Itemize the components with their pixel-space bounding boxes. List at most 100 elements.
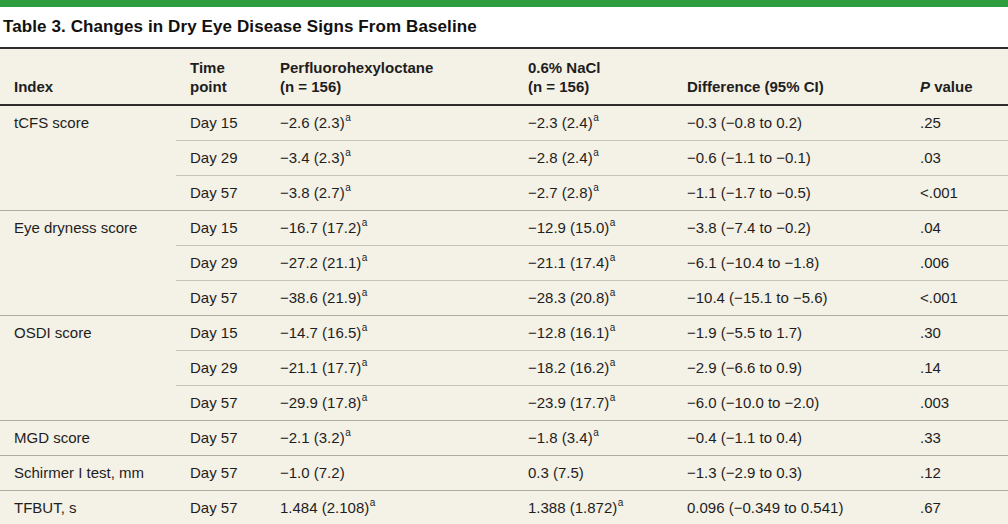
footnote-a-marker: a [345, 427, 351, 438]
diff-cell: −1.3 (−2.9 to 0.3) [673, 456, 906, 491]
footnote-a-marker: a [362, 252, 368, 263]
pvalue-cell: .04 [906, 211, 1008, 246]
drug-cell: −29.9 (17.8)a [266, 386, 514, 421]
drug-cell: −27.2 (21.1)a [266, 246, 514, 281]
col-header-time-line2: point [190, 77, 262, 96]
nacl-cell: −12.8 (16.1)a [514, 316, 673, 351]
col-header-perfluorohexyloctane: Perfluorohexyloctane (n = 156) [266, 48, 514, 105]
col-header-nacl: 0.6% NaCl (n = 156) [514, 48, 673, 105]
p-rest: value [930, 78, 973, 95]
pvalue-cell: <.001 [906, 281, 1008, 316]
drug-value: −2.6 (2.3) [280, 114, 345, 131]
time-cell: Day 57 [176, 281, 266, 316]
drug-value: 1.484 (2.108) [280, 499, 369, 516]
time-cell: Day 57 [176, 386, 266, 421]
pvalue-cell: .12 [906, 456, 1008, 491]
nacl-cell: −21.1 (17.4)a [514, 246, 673, 281]
nacl-cell: −2.7 (2.8)a [514, 176, 673, 211]
time-cell: Day 29 [176, 246, 266, 281]
pvalue-cell: .67 [906, 491, 1008, 524]
drug-cell: −16.7 (17.2)a [266, 211, 514, 246]
diff-cell: 0.096 (−0.349 to 0.541) [673, 491, 906, 524]
table-row: Day 57 −29.9 (17.8)a −23.9 (17.7)a −6.0 … [0, 386, 1008, 421]
footnote-a-marker: a [362, 217, 368, 228]
table-row: Schirmer I test, mm Day 57 −1.0 (7.2) 0.… [0, 456, 1008, 491]
table-row: Day 57 −38.6 (21.9)a −28.3 (20.8)a −10.4… [0, 281, 1008, 316]
drug-value: −3.4 (2.3) [280, 149, 345, 166]
footnote-a-marker: a [345, 147, 351, 158]
diff-cell: −1.9 (−5.5 to 1.7) [673, 316, 906, 351]
table-row: MGD score Day 57 −2.1 (3.2)a −1.8 (3.4)a… [0, 421, 1008, 456]
time-cell: Day 57 [176, 491, 266, 524]
nacl-value: −21.1 (17.4) [528, 254, 609, 271]
nacl-value: 1.388 (1.872) [528, 499, 617, 516]
nacl-value: −1.8 (3.4) [528, 429, 593, 446]
col-header-index: Index [0, 48, 176, 105]
nacl-cell: −18.2 (16.2)a [514, 351, 673, 386]
diff-cell: −3.8 (−7.4 to −0.2) [673, 211, 906, 246]
col-header-nacl-line2: (n = 156) [528, 77, 669, 96]
footnote-a-marker: a [610, 357, 616, 368]
footnote-a-marker: a [362, 392, 368, 403]
nacl-value: −18.2 (16.2) [528, 359, 609, 376]
col-header-difference: Difference (95% CI) [673, 48, 906, 105]
index-cell [0, 141, 176, 176]
nacl-cell: −12.9 (15.0)a [514, 211, 673, 246]
time-cell: Day 15 [176, 211, 266, 246]
nacl-value: −2.8 (2.4) [528, 149, 593, 166]
col-header-nacl-line1: 0.6% NaCl [528, 58, 669, 77]
drug-value: −3.8 (2.7) [280, 184, 345, 201]
table-row: Eye dryness score Day 15 −16.7 (17.2)a −… [0, 211, 1008, 246]
nacl-value: −28.3 (20.8) [528, 289, 609, 306]
time-cell: Day 57 [176, 176, 266, 211]
header-row: Index Time point Perfluorohexyloctane (n… [0, 48, 1008, 105]
nacl-value: −2.3 (2.4) [528, 114, 593, 131]
footnote-a-marker: a [610, 287, 616, 298]
diff-cell: −1.1 (−1.7 to −0.5) [673, 176, 906, 211]
index-cell: tCFS score [0, 105, 176, 141]
nacl-cell: −2.3 (2.4)a [514, 105, 673, 141]
table-row: OSDI score Day 15 −14.7 (16.5)a −12.8 (1… [0, 316, 1008, 351]
pvalue-cell: .003 [906, 386, 1008, 421]
col-header-time-line1: Time [190, 58, 262, 77]
nacl-value: −12.8 (16.1) [528, 324, 609, 341]
drug-value: −1.0 (7.2) [280, 464, 345, 481]
footnote-a-marker: a [593, 182, 599, 193]
index-cell: Schirmer I test, mm [0, 456, 176, 491]
index-cell: MGD score [0, 421, 176, 456]
nacl-cell: −1.8 (3.4)a [514, 421, 673, 456]
col-header-difference-label: Difference (95% CI) [687, 77, 902, 96]
time-cell: Day 15 [176, 316, 266, 351]
footnote-a-marker: a [610, 392, 616, 403]
time-cell: Day 29 [176, 141, 266, 176]
pvalue-cell: .006 [906, 246, 1008, 281]
pvalue-cell: .33 [906, 421, 1008, 456]
pvalue-cell: <.001 [906, 176, 1008, 211]
nacl-cell: 0.3 (7.5) [514, 456, 673, 491]
table-body: tCFS score Day 15 −2.6 (2.3)a −2.3 (2.4)… [0, 105, 1008, 524]
footnote-a-marker: a [618, 497, 624, 508]
drug-cell: −2.6 (2.3)a [266, 105, 514, 141]
nacl-value: −2.7 (2.8) [528, 184, 593, 201]
footnote-a-marker: a [345, 182, 351, 193]
drug-cell: −14.7 (16.5)a [266, 316, 514, 351]
nacl-value: −12.9 (15.0) [528, 219, 609, 236]
drug-cell: −38.6 (21.9)a [266, 281, 514, 316]
drug-cell: −21.1 (17.7)a [266, 351, 514, 386]
footnote-a-marker: a [362, 287, 368, 298]
footnote-a-marker: a [345, 112, 351, 123]
time-cell: Day 57 [176, 421, 266, 456]
index-cell [0, 351, 176, 386]
index-cell: TFBUT, s [0, 491, 176, 524]
time-cell: Day 29 [176, 351, 266, 386]
footnote-a-marker: a [362, 322, 368, 333]
diff-cell: −6.0 (−10.0 to −2.0) [673, 386, 906, 421]
drug-value: −29.9 (17.8) [280, 394, 361, 411]
nacl-value: −23.9 (17.7) [528, 394, 609, 411]
nacl-cell: −23.9 (17.7)a [514, 386, 673, 421]
col-header-p-value-label: P value [920, 77, 1004, 96]
table-row: Day 29 −21.1 (17.7)a −18.2 (16.2)a −2.9 … [0, 351, 1008, 386]
index-cell: Eye dryness score [0, 211, 176, 246]
drug-value: −16.7 (17.2) [280, 219, 361, 236]
footnote-a-marker: a [593, 427, 599, 438]
